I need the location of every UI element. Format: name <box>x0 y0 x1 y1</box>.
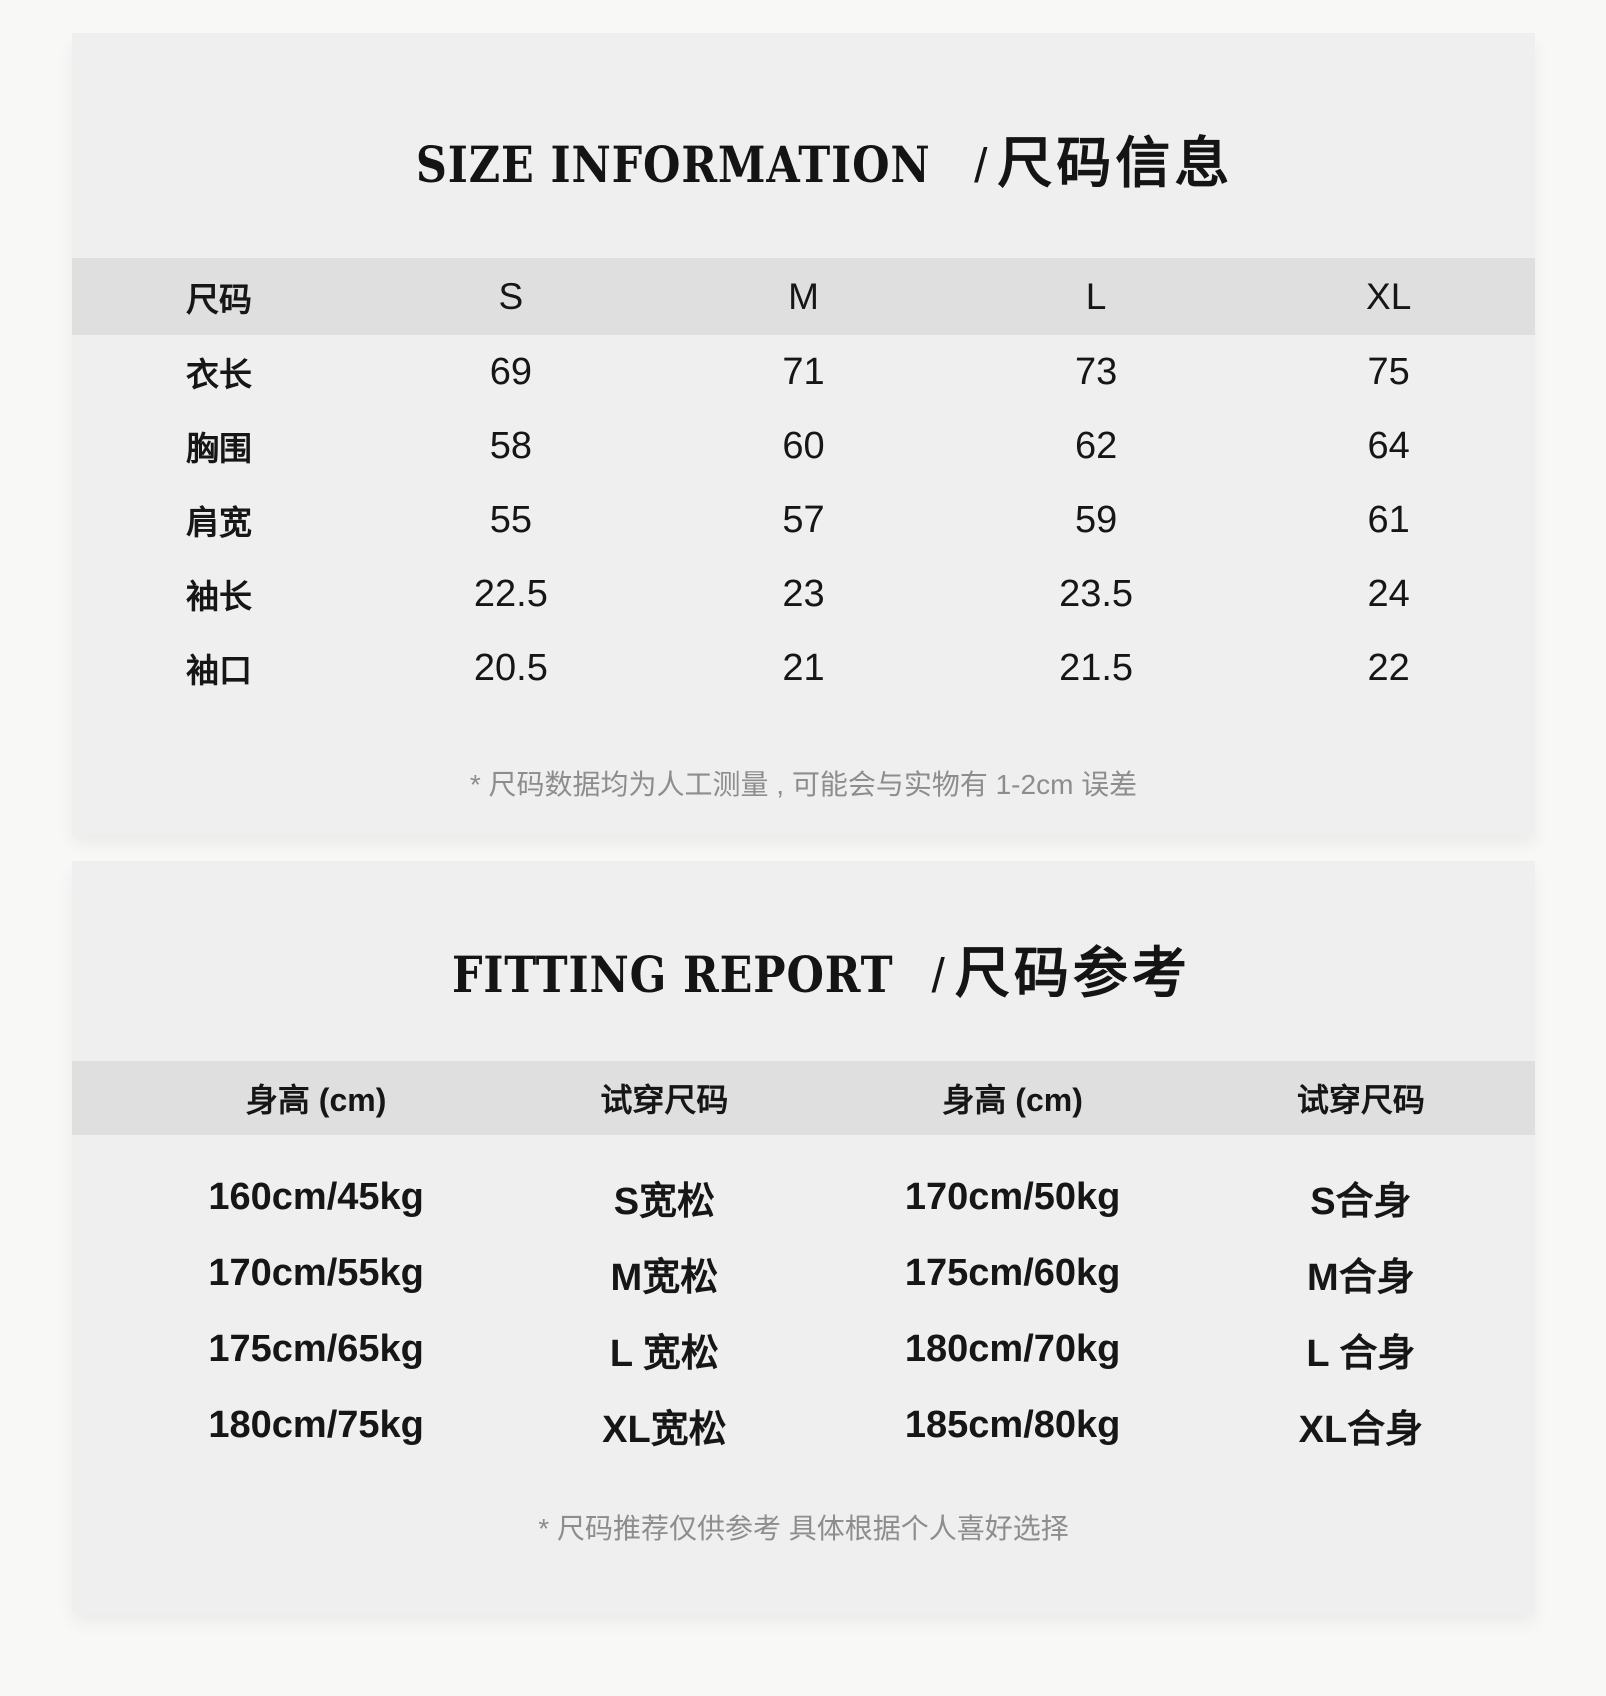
size-value: 58 <box>489 424 533 467</box>
fitting-report-card: FITTING REPORT / 尺码参考 身高 (cm) 试穿尺码 身高 (cm)… <box>72 861 1535 1613</box>
size-information-title: SIZE INFORMATION / 尺码信息 <box>72 129 1535 197</box>
size-value: 20.5 <box>473 646 548 689</box>
size-value: 69 <box>489 350 533 393</box>
fitting-height-weight: 180cm/75kg <box>208 1403 424 1446</box>
size-value: 21.5 <box>1059 646 1134 689</box>
fitting-table-footnote: * 尺码推荐仅供参考 具体根据个人喜好选择 <box>538 1513 1069 1544</box>
title-en: FITTING REPORT <box>452 945 894 1004</box>
card-gap <box>0 835 1606 861</box>
size-table-header: 尺码 S M L XL <box>72 258 1535 335</box>
size-value: 62 <box>1074 424 1118 467</box>
fitting-size-result: M合身 <box>1307 1256 1415 1299</box>
size-value: 23.5 <box>1059 572 1134 615</box>
fitting-size-result: S合身 <box>1310 1180 1412 1223</box>
fitting-table-row: 180cm/75kg XL宽松 185cm/80kg XL合身 <box>72 1387 1535 1463</box>
size-value: 24 <box>1367 572 1410 615</box>
fitting-table-row: 175cm/65kg L 宽松 180cm/70kg L 合身 <box>72 1311 1535 1387</box>
size-table-header-cell: L <box>1085 275 1107 317</box>
size-table-row: 衣长 69 71 73 75 <box>72 335 1535 409</box>
size-value: 55 <box>489 498 533 541</box>
fitting-table-header-cell: 试穿尺码 <box>600 1082 729 1118</box>
fitting-table-header-cell: 试穿尺码 <box>1296 1082 1425 1118</box>
size-value: 57 <box>782 498 825 541</box>
fitting-height-weight: 185cm/80kg <box>904 1403 1121 1446</box>
size-table-footnote: * 尺码数据均为人工测量 , 可能会与实物有 1-2cm 误差 <box>469 769 1138 800</box>
size-table-header-cell: S <box>498 275 524 317</box>
size-row-label: 胸围 <box>186 430 252 467</box>
fitting-height-weight: 180cm/70kg <box>904 1327 1121 1370</box>
fitting-size-result: XL宽松 <box>602 1408 727 1451</box>
size-row-label: 袖口 <box>186 652 252 689</box>
size-value: 64 <box>1367 424 1410 467</box>
size-information-card: SIZE INFORMATION / 尺码信息 尺码 S M L XL 衣长 69 … <box>72 33 1535 835</box>
fitting-table-header-cell: 身高 (cm) <box>942 1082 1083 1118</box>
size-table-row: 肩宽 55 57 59 61 <box>72 483 1535 557</box>
fitting-height-weight: 160cm/45kg <box>208 1175 424 1218</box>
size-row-label: 肩宽 <box>186 504 252 541</box>
fitting-size-result: S宽松 <box>613 1180 716 1223</box>
fitting-size-result: XL合身 <box>1298 1408 1424 1451</box>
size-value: 73 <box>1074 350 1118 393</box>
title-zh: 尺码信息 <box>997 132 1234 194</box>
title-divider: / <box>974 140 988 193</box>
fitting-height-weight: 170cm/50kg <box>904 1175 1121 1218</box>
fitting-size-result: L 宽松 <box>609 1332 719 1375</box>
fitting-table-body: 160cm/45kg S宽松 170cm/50kg S合身 170cm/55kg… <box>72 1159 1535 1463</box>
fitting-height-weight: 175cm/60kg <box>904 1251 1121 1294</box>
size-row-label: 袖长 <box>186 578 252 615</box>
title-divider: / <box>931 950 945 1003</box>
fitting-table-row: 170cm/55kg M宽松 175cm/60kg M合身 <box>72 1235 1535 1311</box>
fitting-report-title: FITTING REPORT / 尺码参考 <box>72 939 1535 1007</box>
size-information-title-wrap: SIZE INFORMATION / 尺码信息 <box>72 33 1535 197</box>
fitting-table-header-cell: 身高 (cm) <box>245 1082 387 1118</box>
title-en: SIZE INFORMATION <box>415 135 931 194</box>
size-table-row: 袖口 20.5 21 21.5 22 <box>72 631 1535 705</box>
fitting-report-title-wrap: FITTING REPORT / 尺码参考 <box>72 861 1535 1007</box>
size-value: 22.5 <box>473 572 548 615</box>
fitting-table-row: 160cm/45kg S宽松 170cm/50kg S合身 <box>72 1159 1535 1235</box>
size-table-header-cell: XL <box>1366 275 1412 317</box>
size-value: 60 <box>782 424 825 467</box>
size-table-header-cell: M <box>788 275 819 317</box>
size-table-header-cell: 尺码 <box>186 280 252 318</box>
page: { "colors": { "page_background": "#f8f8f… <box>0 33 1606 1696</box>
title-zh: 尺码参考 <box>954 942 1191 1004</box>
size-value: 71 <box>782 350 825 393</box>
fitting-size-result: L 合身 <box>1306 1332 1416 1375</box>
fitting-size-result: M宽松 <box>610 1256 719 1299</box>
fitting-height-weight: 175cm/65kg <box>208 1327 424 1370</box>
size-value: 21 <box>782 646 825 689</box>
size-value: 61 <box>1367 498 1410 541</box>
size-table-body: 衣长 69 71 73 75 胸围 58 60 62 64 肩宽 55 57 5… <box>72 335 1535 705</box>
size-value: 75 <box>1367 350 1410 393</box>
size-value: 22 <box>1367 646 1410 689</box>
fitting-table-header: 身高 (cm) 试穿尺码 身高 (cm) 试穿尺码 <box>72 1061 1535 1135</box>
size-value: 59 <box>1074 498 1118 541</box>
fitting-height-weight: 170cm/55kg <box>208 1251 424 1294</box>
size-row-label: 衣长 <box>186 356 252 393</box>
size-table-row: 胸围 58 60 62 64 <box>72 409 1535 483</box>
size-value: 23 <box>782 572 825 615</box>
size-table-row: 袖长 22.5 23 23.5 24 <box>72 557 1535 631</box>
